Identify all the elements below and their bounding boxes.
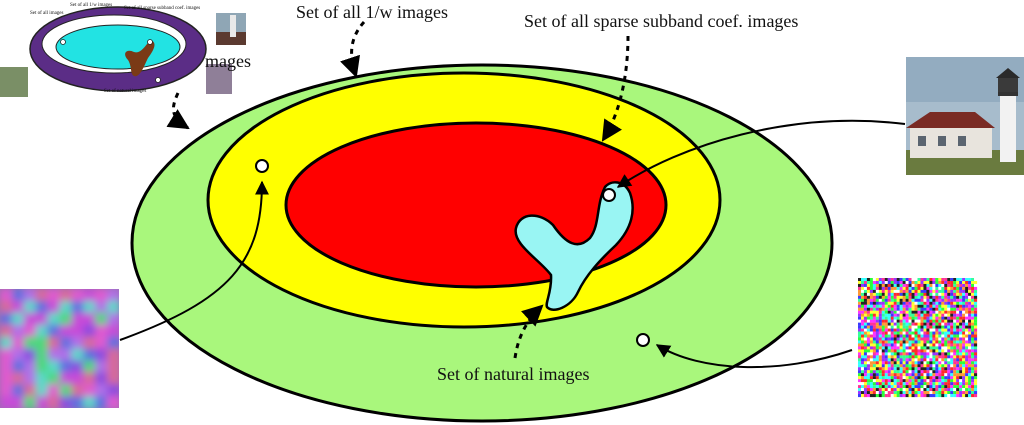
thumb-label-natural: Set of natural images — [104, 89, 146, 94]
label-inverse-w-set: Set of all 1/w images — [296, 2, 448, 22]
dashed-arrow-inverse-w — [340, 21, 366, 78]
point-natural — [602, 188, 616, 202]
overview-thumbnail: Set of all images Set of all 1/w images … — [0, 3, 246, 97]
label-natural-set: Set of natural images — [437, 364, 589, 384]
point-inverse-w — [255, 159, 269, 173]
smooth-noise-image — [0, 289, 119, 408]
thumb-label-all: Set of all images — [30, 11, 64, 16]
dashed-arrow-thumbnail — [166, 92, 190, 130]
label-sparse-set: Set of all sparse subband coef. images — [524, 11, 798, 31]
thumb-label-inverse-w: Set of all 1/w images — [70, 3, 112, 8]
thumb-white-noise — [206, 64, 232, 94]
arrow-lighthouse — [616, 119, 906, 188]
arrow-white-noise — [655, 344, 853, 369]
point-white-noise — [636, 333, 650, 347]
arrow-smooth-noise — [119, 180, 269, 341]
lighthouse-photo — [906, 57, 1024, 175]
thumb-label-sparse: Set of all sparse subband coef. images — [124, 6, 200, 11]
dashed-arrow-sparse — [601, 35, 630, 142]
thumbnail-blob — [125, 40, 155, 77]
thumbnail-tail-label: mages — [205, 51, 251, 71]
natural-set-blob — [514, 181, 634, 311]
thumb-smooth-noise — [0, 67, 28, 97]
white-noise-image — [858, 278, 978, 398]
dashed-arrow-natural — [513, 304, 544, 359]
